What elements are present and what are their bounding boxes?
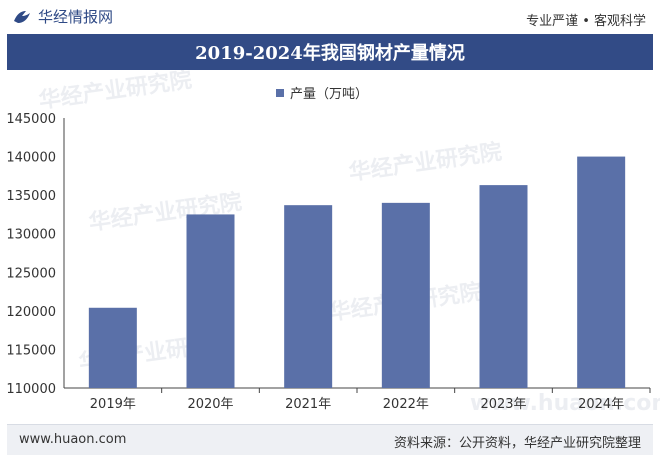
y-tick-label: 135000 (6, 189, 56, 204)
y-tick-label: 115000 (6, 343, 56, 358)
y-tick-label: 145000 (6, 112, 56, 127)
logo-mark-icon (14, 10, 30, 23)
footer: www.huaon.com 资料来源：公开资料，华经产业研究院整理 (7, 424, 653, 455)
y-tick-label: 110000 (6, 382, 56, 397)
legend-swatch (276, 89, 284, 97)
x-tick-label: 2021年 (285, 397, 331, 412)
logo: 华经情报网 (12, 6, 113, 27)
y-tick-label: 130000 (6, 228, 56, 243)
bar-chart: 华经产业研究院华经产业研究院华经产业研究院华经产业研究院华经产业研究院www.h… (6, 70, 660, 416)
title-bar: 2019-2024年我国钢材产量情况 (7, 34, 653, 70)
footer-site: www.huaon.com (19, 432, 127, 447)
watermark-text: 华经产业研究院 (347, 139, 503, 186)
watermark-url: www.huaon.com (470, 391, 660, 416)
x-tick-label: 2023年 (480, 397, 526, 412)
x-tick-label: 2020年 (187, 397, 233, 412)
logo-text: 华经情报网 (38, 8, 114, 26)
x-tick-label: 2019年 (90, 397, 136, 412)
chart-title: 2019-2024年我国钢材产量情况 (195, 43, 465, 64)
bar (186, 214, 235, 388)
bar (381, 202, 430, 388)
footer-source: 资料来源：公开资料，华经产业研究院整理 (393, 436, 641, 451)
watermark-text: 华经产业研究院 (37, 70, 193, 114)
y-tick-label: 120000 (6, 305, 56, 320)
bar (88, 307, 137, 388)
legend-label: 产量（万吨） (290, 87, 368, 102)
top-bar: 华经情报网 专业严谨 • 客观科学 (0, 0, 660, 34)
bar (284, 205, 333, 388)
tagline: 专业严谨 • 客观科学 (526, 14, 646, 29)
bar (479, 185, 528, 388)
y-tick-label: 125000 (6, 266, 56, 281)
x-tick-label: 2024年 (578, 397, 624, 412)
bar (577, 156, 626, 388)
x-tick-label: 2022年 (383, 397, 429, 412)
y-tick-label: 140000 (6, 151, 56, 166)
